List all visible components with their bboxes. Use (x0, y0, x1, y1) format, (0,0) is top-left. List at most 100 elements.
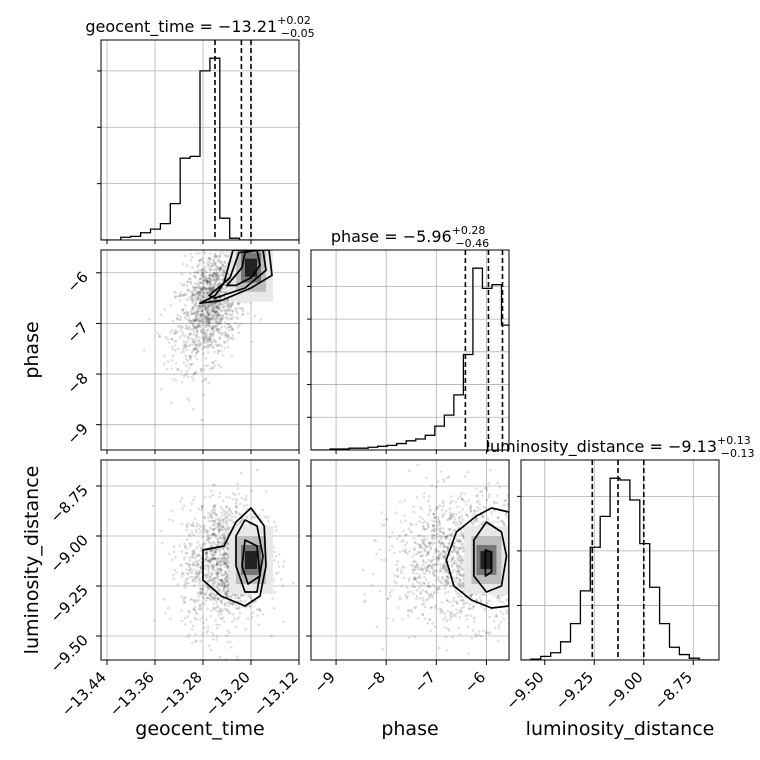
scatter-point (398, 534, 401, 538)
scatter-point (239, 599, 243, 603)
scatter-point (181, 334, 184, 337)
scatter-point (418, 586, 421, 590)
scatter-point (196, 310, 200, 314)
scatter-point (224, 511, 228, 515)
scatter-point (211, 284, 214, 287)
scatter-point (494, 615, 497, 618)
scatter-point (404, 593, 407, 597)
scatter-point (466, 613, 470, 617)
scatter-point (191, 580, 195, 583)
scatter-point (200, 506, 204, 509)
scatter-point (198, 323, 201, 326)
scatter-point (215, 635, 219, 638)
scatter-point (447, 576, 451, 579)
scatter-point (426, 584, 429, 587)
scatter-point (458, 615, 462, 619)
scatter-point (515, 512, 518, 515)
scatter-point (207, 287, 210, 290)
scatter-point (195, 531, 198, 534)
scatter-point (230, 445, 233, 448)
scatter-point (423, 566, 427, 569)
scatter-point (455, 576, 459, 580)
scatter-point (208, 287, 212, 290)
x-tick-label: −9 (311, 668, 339, 696)
scatter-point (475, 598, 478, 601)
scatter-point (460, 546, 464, 549)
scatter-point (378, 589, 382, 593)
scatter-point (224, 291, 227, 294)
scatter-point (432, 513, 436, 516)
scatter-point (215, 534, 218, 537)
x-tick-label: −8 (361, 668, 389, 696)
scatter-point (197, 290, 200, 294)
scatter-point (225, 521, 228, 525)
scatter-point (200, 319, 203, 323)
scatter-point (202, 320, 206, 323)
scatter-point (225, 575, 229, 579)
scatter-point (484, 637, 488, 641)
scatter-point (194, 575, 197, 579)
scatter-point (248, 227, 251, 230)
scatter-point (219, 320, 222, 324)
scatter-point (241, 517, 244, 520)
scatter-point (222, 579, 226, 582)
scatter-point (194, 564, 197, 567)
scatter-point (226, 566, 230, 570)
scatter-point (220, 511, 224, 514)
y-axis-label-luminosity_distance: luminosity_distance (21, 466, 43, 655)
scatter-point (438, 556, 441, 560)
scatter-point (206, 291, 209, 295)
scatter-point (199, 591, 203, 594)
scatter-point (183, 374, 186, 378)
scatter-point (495, 613, 499, 617)
scatter-point (521, 621, 524, 624)
scatter-point (426, 585, 430, 588)
axes-frame (100, 39, 300, 241)
scatter-point (256, 614, 260, 617)
scatter-point (208, 495, 212, 499)
scatter-point (194, 276, 198, 280)
scatter-point (272, 579, 276, 582)
scatter-point (193, 275, 197, 278)
scatter-point (209, 564, 213, 568)
scatter-point (224, 561, 227, 565)
scatter-point (207, 559, 211, 563)
scatter-point (204, 277, 208, 281)
scatter-point (226, 556, 230, 559)
scatter-point (419, 581, 422, 584)
scatter-point (193, 601, 197, 604)
scatter-point (224, 531, 228, 535)
scatter-point (460, 606, 463, 610)
scatter-point (218, 521, 221, 525)
scatter-point (226, 302, 229, 306)
scatter-point (219, 569, 223, 572)
scatter-point (406, 541, 409, 544)
scatter-point (422, 560, 425, 563)
scatter-point (223, 271, 226, 275)
scatter-point (223, 333, 227, 337)
scatter-point (208, 318, 212, 322)
scatter-point (215, 547, 218, 551)
scatter-point (209, 513, 213, 516)
scatter-point (210, 304, 213, 308)
scatter-point (207, 322, 211, 326)
scatter-point (201, 313, 204, 317)
scatter-point (440, 542, 443, 545)
scatter-point (170, 359, 174, 362)
scatter-point (196, 599, 199, 603)
scatter-point (208, 259, 211, 263)
scatter-point (192, 325, 195, 328)
scatter-point (445, 583, 448, 587)
scatter-point (215, 305, 218, 308)
scatter-point (207, 257, 211, 260)
scatter-point (492, 620, 496, 623)
scatter-point (179, 318, 182, 322)
scatter-point (200, 298, 203, 302)
scatter-point (227, 313, 230, 316)
scatter-point (216, 322, 220, 325)
scatter-point (396, 569, 399, 572)
scatter-point (200, 313, 203, 317)
scatter-point (207, 335, 211, 338)
scatter-point (211, 302, 215, 305)
